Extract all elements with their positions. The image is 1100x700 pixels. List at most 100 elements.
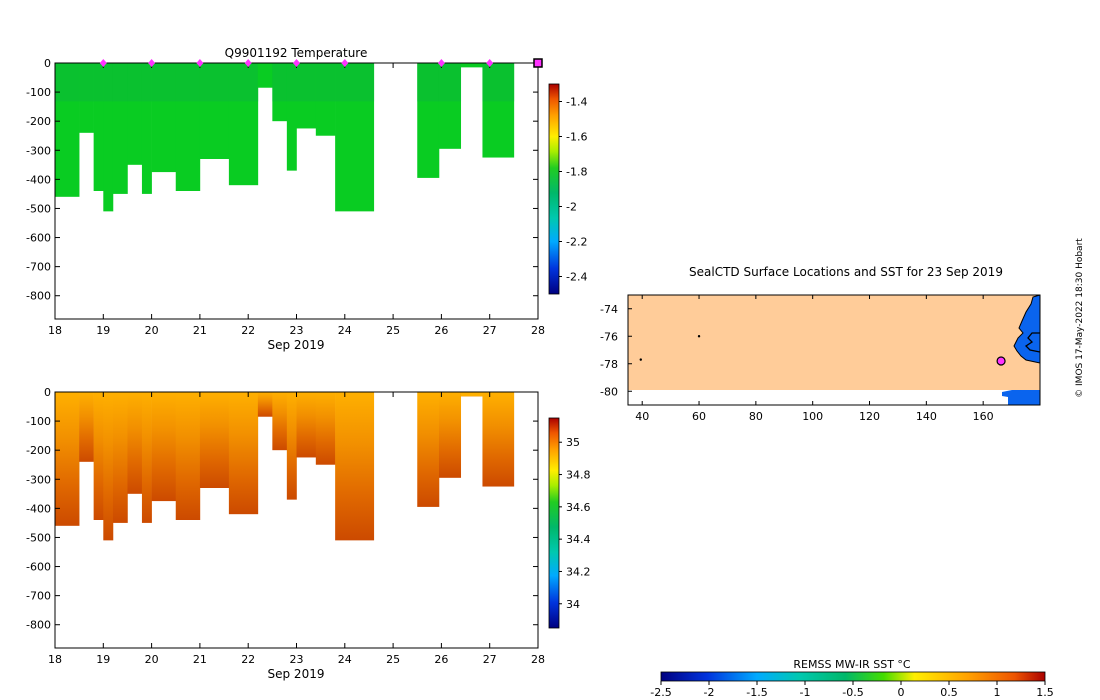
map-y-tick-label: -78 bbox=[600, 358, 618, 371]
map-land-ross-sea-coast bbox=[1013, 295, 1040, 364]
salinity-y-tick-label: -500 bbox=[26, 531, 51, 544]
salinity-profile-column bbox=[228, 392, 259, 515]
salinity-y-tick-label: -600 bbox=[26, 561, 51, 574]
salinity-profile-shallow bbox=[460, 392, 483, 397]
temperature-profile-upper bbox=[112, 63, 128, 102]
map-x-tick-label: 120 bbox=[859, 410, 880, 423]
salinity-profile-column bbox=[335, 392, 375, 541]
salinity-profile-column bbox=[112, 392, 128, 523]
salinity-y-ticks: 0 -100 -200 -300 -400 -500 -600 -700 -800 bbox=[26, 386, 538, 632]
salinity-profile-column bbox=[141, 392, 152, 523]
temperature-latest-marker bbox=[533, 58, 543, 68]
temperature-x-tick-label: 25 bbox=[386, 324, 400, 337]
temperature-y-ticks: 0 -100 -200 -300 -400 -500 -600 -700 -800 bbox=[26, 57, 538, 303]
temperature-colorbar-tick-label: -2.4 bbox=[566, 271, 587, 284]
sst-colorbar-tick-label: 0 bbox=[898, 686, 905, 699]
temperature-y-tick-label: -400 bbox=[26, 173, 51, 186]
temperature-profile-upper bbox=[417, 63, 440, 102]
salinity-colorbar-tick-label: 34.2 bbox=[566, 565, 591, 578]
map-x-tick-label: 40 bbox=[635, 410, 649, 423]
sst-colorbar-label: REMSS MW-IR SST °C bbox=[793, 658, 911, 671]
salinity-x-tick-label: 26 bbox=[434, 653, 448, 666]
temperature-xlabel: Sep 2019 bbox=[268, 338, 325, 352]
salinity-colorbar-ticks: 35 34.8 34.6 34.4 34.2 34 bbox=[559, 436, 591, 611]
temperature-colorbar-tick-label: -2 bbox=[566, 201, 577, 214]
sst-colorbar-tick-label: 1 bbox=[994, 686, 1001, 699]
sst-colorbar-tick-label: 1.5 bbox=[1036, 686, 1054, 699]
map-track-point bbox=[697, 335, 701, 338]
temperature-colorbar-tick-label: -2.2 bbox=[566, 236, 587, 249]
salinity-profile-column bbox=[151, 392, 177, 502]
salinity-x-tick-label: 28 bbox=[531, 653, 545, 666]
salinity-x-tick-label: 19 bbox=[96, 653, 110, 666]
salinity-x-tick-label: 21 bbox=[193, 653, 207, 666]
salinity-profile-column bbox=[438, 392, 462, 478]
salinity-x-tick-label: 27 bbox=[483, 653, 497, 666]
map-y-tick-label: -80 bbox=[600, 385, 618, 398]
map-x-tick-label: 160 bbox=[973, 410, 994, 423]
temperature-profile-upper bbox=[335, 63, 375, 102]
map-y-tick-label: -76 bbox=[600, 330, 618, 343]
salinity-profile-column bbox=[417, 392, 440, 507]
temperature-x-tick-label: 26 bbox=[434, 324, 448, 337]
map-ice-shelf-band bbox=[628, 390, 1040, 405]
temperature-profiles bbox=[55, 63, 515, 212]
sst-colorbar-tick-label: 0.5 bbox=[940, 686, 958, 699]
salinity-profile-column bbox=[127, 392, 143, 494]
map-surface-locations bbox=[639, 335, 1006, 366]
salinity-x-tick-label: 24 bbox=[338, 653, 352, 666]
temperature-profile-upper bbox=[228, 63, 259, 102]
temperature-x-tick-label: 18 bbox=[48, 324, 62, 337]
temperature-profile-upper bbox=[141, 63, 152, 102]
salinity-x-tick-label: 25 bbox=[386, 653, 400, 666]
temperature-surface-marker bbox=[437, 59, 445, 67]
temperature-colorbar bbox=[548, 83, 560, 295]
map-ocean-sst bbox=[628, 295, 1040, 405]
temperature-x-tick-label: 28 bbox=[531, 324, 545, 337]
temperature-profile-upper bbox=[127, 63, 143, 102]
temperature-y-tick-label: -200 bbox=[26, 115, 51, 128]
temperature-profile-column bbox=[141, 63, 152, 194]
salinity-profile-column bbox=[93, 392, 104, 520]
map-latest-location-marker bbox=[996, 356, 1006, 366]
temperature-surface-marker bbox=[196, 59, 204, 67]
temperature-x-ticks: 18 19 20 21 22 23 24 25 26 27 28 bbox=[48, 63, 545, 337]
sst-colorbar bbox=[660, 671, 1046, 682]
temperature-colorbar-tick-label: -1.8 bbox=[566, 166, 587, 179]
temperature-surface-marker bbox=[486, 59, 494, 67]
temperature-profile-column bbox=[286, 63, 297, 171]
temperature-surface-marker bbox=[293, 59, 300, 67]
temperature-x-tick-label: 27 bbox=[483, 324, 497, 337]
temperature-title: Q9901192 Temperature bbox=[225, 46, 368, 60]
salinity-colorbar bbox=[548, 417, 560, 629]
temperature-colorbar-tick-label: -1.6 bbox=[566, 131, 587, 144]
temperature-x-tick-label: 24 bbox=[338, 324, 352, 337]
sst-colorbar-tick-label: -2.5 bbox=[650, 686, 671, 699]
temperature-x-tick-label: 20 bbox=[145, 324, 159, 337]
temperature-surface-marker bbox=[341, 59, 349, 67]
sst-colorbar-ticks: -2.5 -2 -1.5 -1 -0.5 0 0.5 1 1.5 bbox=[650, 681, 1054, 699]
salinity-x-tick-label: 23 bbox=[290, 653, 304, 666]
salinity-profile-column bbox=[315, 392, 336, 465]
salinity-profile-column bbox=[296, 392, 317, 458]
map-y-ticks: -74 -76 -78 -80 bbox=[600, 303, 632, 398]
temperature-y-tick-label: -300 bbox=[26, 144, 51, 157]
temperature-profile-upper bbox=[438, 63, 462, 102]
temperature-profile-upper bbox=[79, 63, 94, 102]
map-title: SealCTD Surface Locations and SST for 23… bbox=[689, 265, 1003, 279]
salinity-profile-column bbox=[103, 392, 114, 541]
salinity-colorbar-tick-label: 34.6 bbox=[566, 501, 591, 514]
salinity-x-tick-label: 22 bbox=[241, 653, 255, 666]
temperature-profile-upper bbox=[151, 63, 177, 102]
map-x-tick-label: 140 bbox=[916, 410, 937, 423]
temperature-profile-upper bbox=[315, 63, 336, 102]
salinity-y-tick-label: 0 bbox=[44, 386, 51, 399]
salinity-colorbar-tick-label: 34.4 bbox=[566, 533, 591, 546]
salinity-x-ticks: 18 19 20 21 22 23 24 25 26 27 28 bbox=[48, 392, 545, 666]
temperature-profile-upper bbox=[103, 63, 114, 102]
temperature-y-tick-label: 0 bbox=[44, 57, 51, 70]
temperature-profile-upper bbox=[286, 63, 297, 102]
temperature-colorbar-tick-label: -1.4 bbox=[566, 96, 587, 109]
salinity-xlabel: Sep 2019 bbox=[268, 667, 325, 681]
temperature-profile-column bbox=[257, 63, 273, 88]
